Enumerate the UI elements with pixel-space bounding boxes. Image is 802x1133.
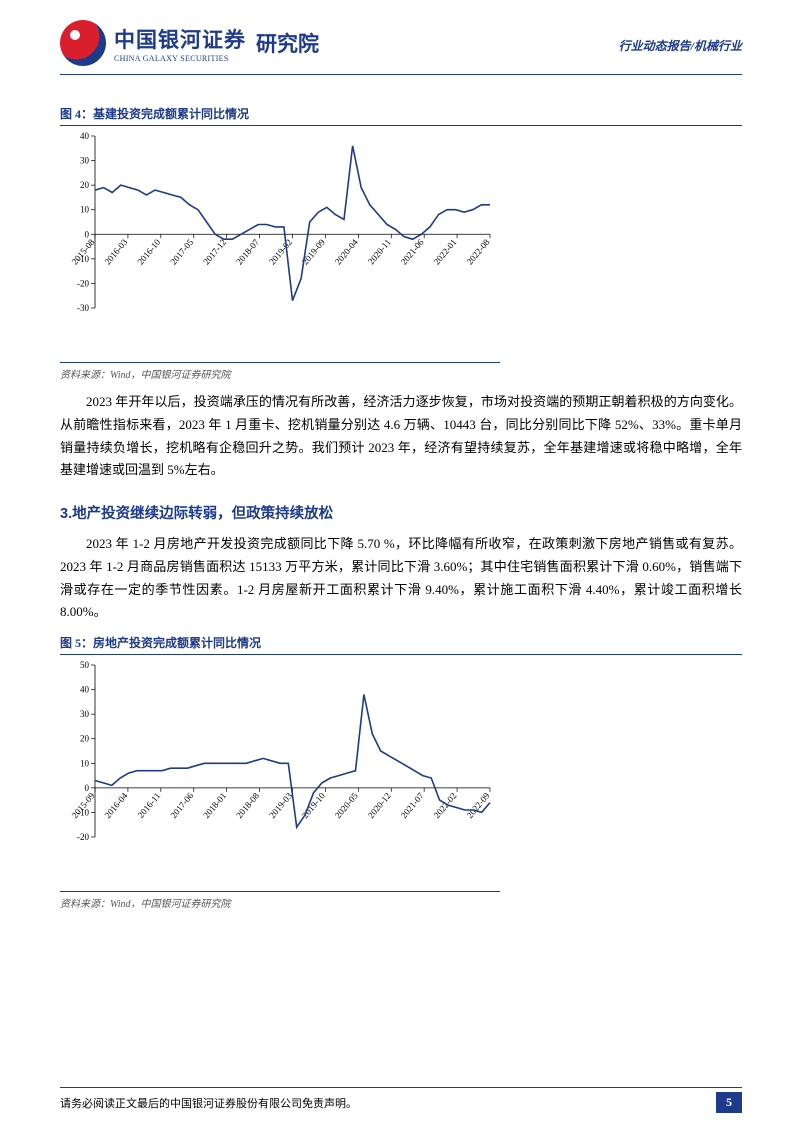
chart5-container: -20-10010203040502015-092016-042016-1120… (60, 657, 500, 891)
chart5-title: 图 5：房地产投资完成额累计同比情况 (60, 634, 742, 655)
chart4-container: -30-20-100102030402015-082016-032016-102… (60, 128, 500, 362)
svg-text:40: 40 (80, 685, 90, 695)
svg-text:10: 10 (80, 205, 90, 215)
svg-text:2018-08: 2018-08 (234, 790, 261, 820)
paragraph-1: 2023 年开年以后，投资端承压的情况有所改善，经济活力逐步恢复，市场对投资端的… (60, 391, 742, 482)
svg-text:2018-01: 2018-01 (201, 791, 228, 820)
svg-text:2018-07: 2018-07 (234, 237, 261, 267)
svg-text:2020-04: 2020-04 (333, 237, 360, 267)
svg-text:20: 20 (80, 734, 90, 744)
svg-text:2017-06: 2017-06 (168, 790, 195, 820)
svg-text:2021-07: 2021-07 (399, 790, 426, 820)
logo-en-text: CHINA GALAXY SECURITIES (114, 54, 246, 63)
svg-text:2017-12: 2017-12 (201, 237, 228, 266)
section3-heading: 3.地产投资继续边际转弱，但政策持续放松 (60, 502, 742, 523)
svg-text:40: 40 (80, 131, 90, 141)
chart4-source: 资料来源：Wind，中国银河证券研究院 (60, 362, 500, 381)
svg-text:50: 50 (80, 660, 90, 670)
svg-text:2022-08: 2022-08 (465, 237, 492, 267)
galaxy-logo-icon (60, 20, 106, 66)
svg-text:2022-01: 2022-01 (432, 237, 459, 266)
svg-text:2019-02: 2019-02 (267, 237, 294, 266)
svg-text:2016-11: 2016-11 (136, 791, 163, 820)
paragraph-2: 2023 年 1-2 月房地产开发投资完成额同比下降 5.70 %，环比降幅有所… (60, 533, 742, 624)
footer-disclaimer: 请务必阅读正文最后的中国银河证券股份有限公司免责声明。 (60, 1095, 357, 1111)
chart4-title: 图 4：基建投资完成额累计同比情况 (60, 105, 742, 126)
svg-text:20: 20 (80, 180, 90, 190)
svg-text:2020-05: 2020-05 (333, 790, 360, 820)
chart5-svg: -20-10010203040502015-092016-042016-1120… (60, 657, 500, 887)
svg-text:2020-12: 2020-12 (366, 791, 393, 820)
header-category: 行业动态报告/机械行业 (619, 37, 742, 54)
svg-text:-20: -20 (77, 832, 89, 842)
svg-text:2016-03: 2016-03 (103, 237, 130, 267)
chart4-svg: -30-20-100102030402015-082016-032016-102… (60, 128, 500, 358)
svg-text:2017-05: 2017-05 (168, 237, 195, 267)
svg-text:-20: -20 (77, 278, 89, 288)
svg-text:2021-06: 2021-06 (399, 237, 426, 267)
svg-text:30: 30 (80, 156, 90, 166)
svg-text:2016-10: 2016-10 (135, 237, 162, 267)
dept-label: 研究院 (256, 28, 319, 58)
logo-cn-text: 中国银河证券 (114, 24, 246, 54)
svg-text:10: 10 (80, 758, 90, 768)
svg-text:-30: -30 (77, 303, 89, 313)
page-header: 中国银河证券 CHINA GALAXY SECURITIES 研究院 行业动态报… (60, 0, 742, 75)
svg-text:30: 30 (80, 709, 90, 719)
svg-text:2020-11: 2020-11 (366, 237, 393, 266)
svg-text:2019-03: 2019-03 (267, 790, 294, 820)
svg-text:2016-04: 2016-04 (103, 790, 130, 820)
svg-text:2022-02: 2022-02 (432, 791, 459, 820)
page-number: 5 (716, 1092, 742, 1113)
page-footer: 请务必阅读正文最后的中国银河证券股份有限公司免责声明。 5 (60, 1087, 742, 1113)
logo-block: 中国银河证券 CHINA GALAXY SECURITIES 研究院 (60, 20, 319, 66)
chart5-source: 资料来源：Wind，中国银河证券研究院 (60, 891, 500, 910)
